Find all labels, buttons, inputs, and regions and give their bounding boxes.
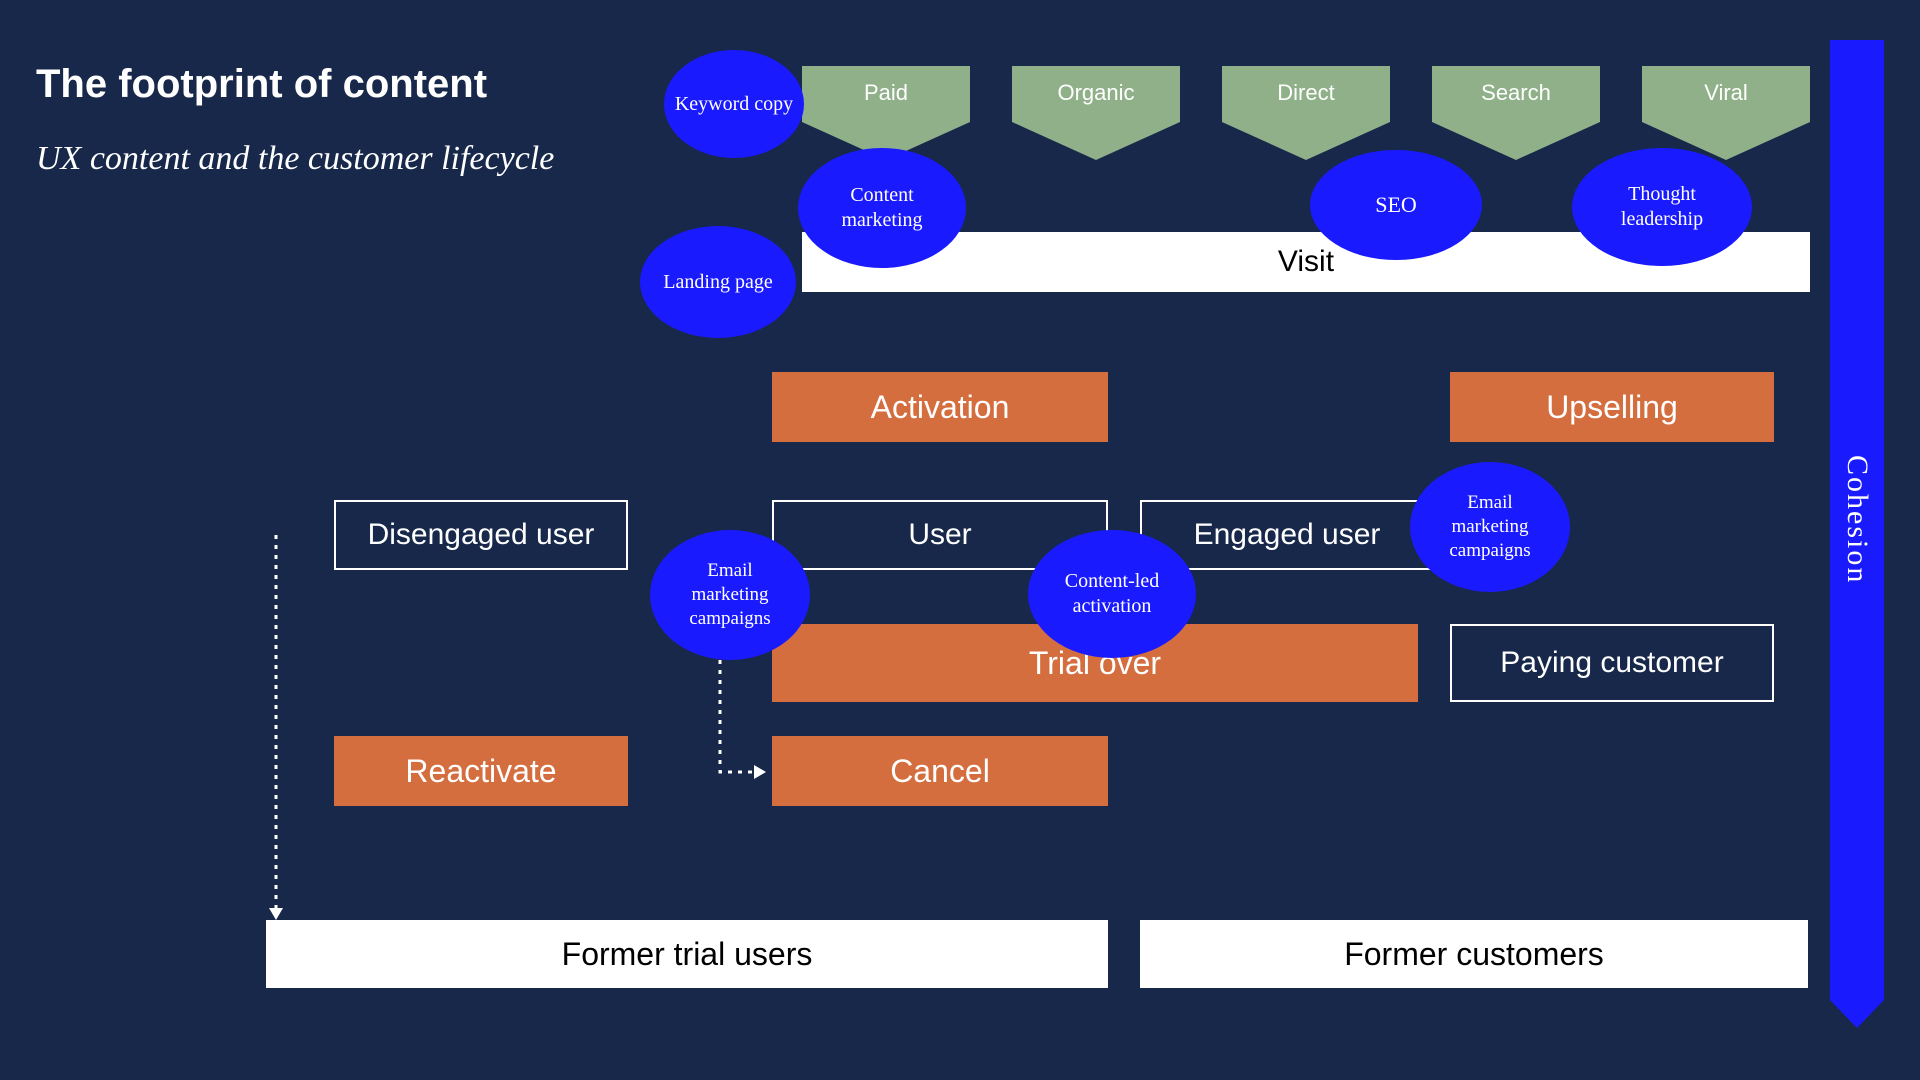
- channel-organic: Organic: [1012, 66, 1180, 122]
- box-cancel: Cancel: [772, 736, 1108, 806]
- box-former-customers: Former customers: [1140, 920, 1808, 988]
- channel-direct: Direct: [1222, 66, 1390, 122]
- cohesion-arrow-tip: [1830, 1000, 1884, 1028]
- bubble-email-campaigns-2: Email marketing campaigns: [1410, 462, 1570, 592]
- box-former-trial-users: Former trial users: [266, 920, 1108, 988]
- bubble-content-led-act: Content-led activation: [1028, 530, 1196, 658]
- box-reactivate: Reactivate: [334, 736, 628, 806]
- channel-search: Search: [1432, 66, 1600, 122]
- bubble-content-marketing: Content marketing: [798, 148, 966, 268]
- bubble-thought-leadership: Thought leadership: [1572, 148, 1752, 266]
- box-upselling: Upselling: [1450, 372, 1774, 442]
- channel-viral: Viral: [1642, 66, 1810, 122]
- cohesion-bar: Cohesion: [1830, 40, 1884, 1000]
- bubble-keyword-copy: Keyword copy: [664, 50, 804, 158]
- bubble-seo: SEO: [1310, 150, 1482, 260]
- cohesion-label: Cohesion: [1840, 455, 1874, 584]
- box-disengaged-user: Disengaged user: [334, 500, 628, 570]
- page-subtitle: UX content and the customer lifecycle: [36, 140, 554, 178]
- channel-paid: Paid: [802, 66, 970, 122]
- bubble-email-campaigns-1: Email marketing campaigns: [650, 530, 810, 660]
- box-engaged-user: Engaged user: [1140, 500, 1434, 570]
- box-activation: Activation: [772, 372, 1108, 442]
- bubble-landing-page: Landing page: [640, 226, 796, 338]
- box-paying-customer: Paying customer: [1450, 624, 1774, 702]
- page-title: The footprint of content: [36, 62, 487, 107]
